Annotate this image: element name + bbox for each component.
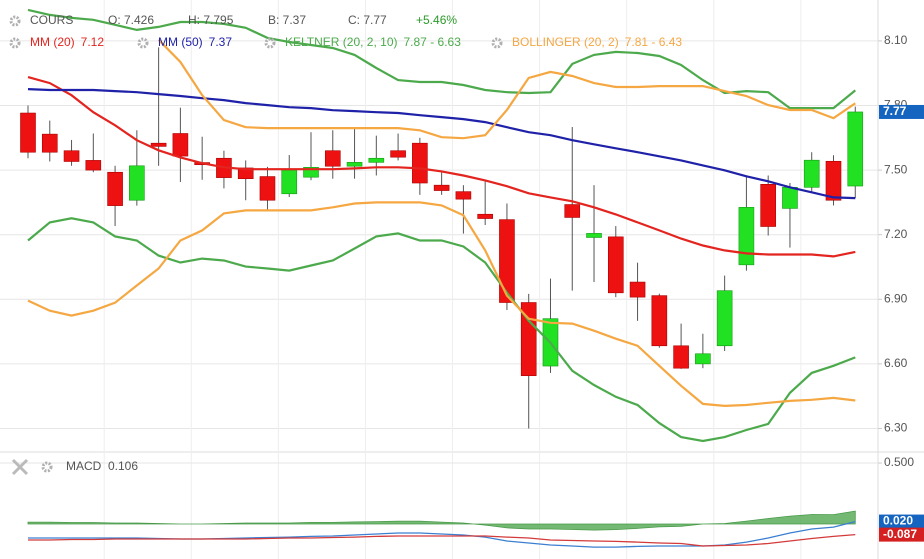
value-label-box bbox=[879, 104, 924, 119]
candle-body bbox=[259, 176, 276, 201]
candle-body bbox=[651, 295, 668, 347]
candle-body bbox=[803, 159, 820, 188]
macd-value: 0.106 bbox=[108, 459, 138, 473]
y-tick-label: 6.30 bbox=[884, 421, 908, 435]
y-tick-label: 6.60 bbox=[884, 356, 908, 370]
open-value: O: 7.426 bbox=[108, 13, 154, 27]
candle-body bbox=[346, 162, 363, 167]
labels: 8.107.807.507.206.906.606.307.770.5000.0… bbox=[879, 33, 924, 542]
candle-body bbox=[716, 290, 733, 347]
high-value: H: 7.795 bbox=[188, 13, 234, 27]
candle-body bbox=[85, 160, 102, 171]
indicator-line bbox=[27, 201, 856, 408]
candle-body bbox=[586, 233, 602, 238]
legend-name: KELTNER (20, 2, 10) bbox=[285, 35, 398, 49]
value-label: 0.020 bbox=[883, 514, 913, 528]
histogram-area bbox=[27, 510, 856, 531]
candle-body bbox=[564, 204, 581, 218]
low-value: B: 7.37 bbox=[268, 13, 306, 27]
candle-body bbox=[520, 302, 537, 377]
value-label-box bbox=[879, 514, 924, 529]
candle-body bbox=[477, 213, 493, 219]
legend-value: 7.12 bbox=[81, 35, 105, 49]
y-tick-label: 6.90 bbox=[884, 291, 908, 305]
candle-body bbox=[499, 219, 515, 303]
macd-title: MACD bbox=[66, 459, 102, 473]
candle-body bbox=[368, 157, 385, 163]
candle-body bbox=[324, 150, 341, 167]
candle-body bbox=[629, 281, 646, 298]
candle-body bbox=[455, 191, 472, 200]
candle-body bbox=[433, 184, 450, 191]
candle-body bbox=[107, 171, 123, 206]
value-label: -0.087 bbox=[883, 527, 917, 541]
candle-body bbox=[673, 345, 689, 369]
y-tick-label: 7.50 bbox=[884, 162, 908, 176]
candle-body bbox=[237, 167, 254, 180]
legend-name: BOLLINGER (20, 2) bbox=[512, 35, 619, 49]
candle-body bbox=[738, 207, 755, 266]
legend-value: 7.37 bbox=[209, 35, 233, 49]
candle-body bbox=[390, 150, 406, 158]
candle-body bbox=[129, 165, 145, 201]
y-tick-label: 0.500 bbox=[884, 455, 914, 469]
candle-body bbox=[303, 166, 319, 178]
candle-body bbox=[412, 142, 428, 184]
candle-body bbox=[760, 184, 776, 227]
settings-icon[interactable] bbox=[41, 461, 53, 473]
legend-name: MM (50) bbox=[158, 35, 203, 49]
settings-icon[interactable] bbox=[491, 37, 503, 49]
legend-value: 7.87 - 6.63 bbox=[404, 35, 462, 49]
candle-body bbox=[150, 142, 167, 147]
close-icon[interactable] bbox=[11, 458, 29, 476]
settings-icon[interactable] bbox=[9, 15, 21, 27]
candle-body bbox=[782, 187, 798, 209]
y-tick-label: 8.10 bbox=[884, 33, 908, 47]
change-value: +5.46% bbox=[416, 13, 457, 27]
candle-body bbox=[41, 133, 58, 153]
series bbox=[20, 8, 864, 548]
header: COURS O: 7.426 H: 7.795 B: 7.37 C: 7.77 … bbox=[9, 13, 457, 476]
candle-body bbox=[825, 160, 842, 201]
candle-body bbox=[63, 150, 80, 162]
legend-value: 7.81 - 6.43 bbox=[625, 35, 683, 49]
legend-name: MM (20) bbox=[30, 35, 75, 49]
value-label-box bbox=[879, 527, 924, 542]
macd-line bbox=[28, 533, 856, 547]
candle-body bbox=[20, 112, 36, 153]
indicator-line bbox=[27, 88, 856, 200]
settings-icon[interactable] bbox=[264, 37, 276, 49]
indicator-line bbox=[27, 76, 856, 258]
y-tick-label: 7.20 bbox=[884, 227, 908, 241]
candle-body bbox=[607, 236, 624, 294]
candle-body bbox=[172, 133, 189, 157]
value-label: 7.77 bbox=[883, 104, 907, 118]
candle-body bbox=[281, 169, 298, 195]
candle-body bbox=[695, 353, 711, 365]
price-title: COURS bbox=[30, 13, 73, 27]
close-value: C: 7.77 bbox=[348, 13, 387, 27]
settings-icon[interactable] bbox=[137, 37, 149, 49]
indicator-line bbox=[157, 39, 856, 140]
candle-body bbox=[847, 111, 864, 187]
settings-icon[interactable] bbox=[9, 37, 21, 49]
